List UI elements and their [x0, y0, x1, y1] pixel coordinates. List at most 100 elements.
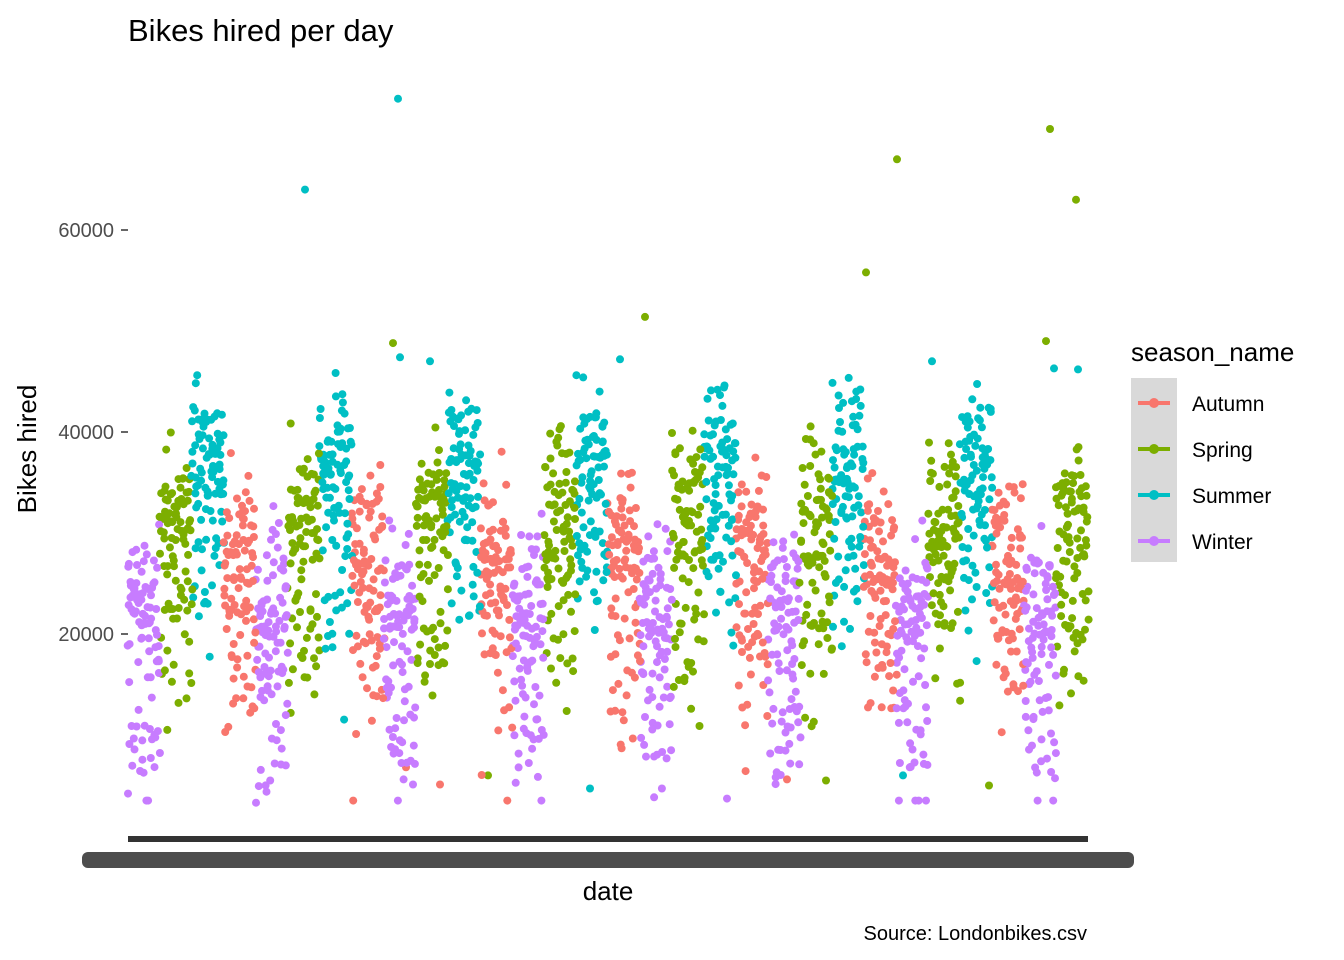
data-point-winter: [536, 640, 545, 649]
data-point-spring: [570, 503, 579, 512]
data-point-winter: [777, 717, 786, 726]
data-point-winter: [642, 752, 650, 761]
data-point-autumn: [879, 537, 887, 546]
data-point-winter: [769, 704, 778, 713]
data-point-winter: [281, 761, 290, 770]
data-point-winter: [1033, 796, 1042, 805]
data-point-autumn: [365, 630, 374, 639]
data-point-spring: [696, 502, 705, 511]
data-point-winter: [137, 633, 146, 642]
data-point-summer: [597, 490, 605, 499]
data-point-spring: [1068, 596, 1077, 605]
data-point-winter: [1029, 715, 1038, 724]
data-point-winter: [777, 587, 786, 596]
data-point-spring: [556, 506, 565, 515]
legend-label-summer: Summer: [1192, 485, 1271, 508]
data-point-autumn: [610, 517, 619, 526]
data-point-summer: [444, 408, 453, 417]
data-point-autumn: [486, 599, 495, 608]
data-point-winter: [517, 531, 526, 539]
data-point-autumn: [482, 567, 491, 576]
data-point-winter: [644, 696, 652, 705]
data-point-winter: [1048, 611, 1057, 620]
data-point-winter: [272, 736, 281, 745]
data-point-autumn: [230, 601, 239, 609]
data-point-summer: [858, 442, 867, 451]
data-point-autumn: [888, 516, 897, 525]
data-point-spring: [412, 499, 420, 508]
data-point-autumn: [247, 683, 256, 692]
data-point-summer: [967, 452, 975, 461]
data-point-autumn: [221, 728, 230, 736]
data-point-spring: [1065, 548, 1074, 556]
data-point-autumn: [378, 523, 387, 532]
data-point-summer: [964, 544, 973, 553]
data-point-autumn: [745, 653, 754, 662]
data-point-spring: [415, 560, 424, 569]
data-point-summer: [980, 459, 989, 468]
data-point-winter: [257, 601, 266, 610]
data-point-autumn: [737, 480, 746, 489]
data-point-spring: [550, 487, 559, 496]
data-point-winter: [918, 575, 927, 584]
data-point-autumn: [374, 566, 382, 575]
data-point-winter: [137, 567, 146, 576]
data-point-spring: [439, 495, 448, 504]
data-point-autumn: [355, 539, 364, 548]
data-point-spring: [947, 624, 955, 632]
data-point-summer: [700, 430, 709, 439]
data-point-winter: [1042, 586, 1051, 594]
data-point-spring: [692, 453, 701, 462]
data-point-autumn: [249, 553, 257, 562]
data-point-winter: [149, 579, 158, 588]
data-point-summer: [475, 602, 484, 611]
data-point-summer: [702, 495, 711, 504]
data-point-autumn: [992, 529, 1001, 538]
data-point-spring: [931, 674, 940, 683]
data-point-winter: [525, 532, 534, 541]
data-point-autumn: [352, 631, 361, 640]
data-point-winter: [1045, 562, 1054, 571]
data-point-autumn: [756, 532, 765, 541]
data-point-winter: [152, 605, 161, 613]
data-point-winter: [510, 731, 519, 740]
data-point-summer: [194, 415, 203, 424]
data-point-spring: [174, 496, 183, 505]
data-point-spring: [424, 468, 433, 477]
data-point-summer: [728, 419, 737, 428]
data-point-spring: [675, 628, 684, 637]
data-point-spring: [811, 450, 820, 459]
data-point-summer: [188, 447, 197, 456]
data-point-winter: [789, 549, 798, 558]
data-point-winter: [155, 749, 164, 757]
data-point-winter: [381, 556, 390, 565]
data-point-spring: [819, 624, 828, 633]
data-point-autumn: [751, 603, 760, 612]
data-point-autumn: [366, 598, 375, 607]
data-point-spring: [950, 559, 959, 568]
data-point-winter: [794, 594, 803, 603]
data-point-autumn: [1015, 625, 1024, 634]
data-point-summer: [474, 492, 482, 501]
data-point-winter: [404, 682, 413, 691]
data-point-spring: [951, 511, 960, 520]
data-point-summer: [830, 463, 839, 472]
data-point-winter: [283, 699, 292, 708]
data-point-spring: [440, 659, 449, 668]
data-point-spring: [1073, 569, 1082, 577]
data-point-autumn: [503, 601, 511, 609]
data-point-winter: [125, 740, 134, 748]
data-point-winter: [897, 646, 906, 655]
data-point-spring: [290, 486, 299, 495]
data-point-winter: [794, 616, 803, 624]
data-point-spring: [549, 469, 558, 478]
data-point-spring: [429, 623, 438, 632]
data-point-autumn: [886, 659, 895, 667]
data-point-winter: [1043, 572, 1052, 581]
data-point-summer: [592, 597, 601, 606]
data-point-spring: [669, 533, 678, 542]
data-point-spring: [939, 551, 948, 560]
data-point-summer: [835, 478, 844, 487]
data-point-spring: [945, 469, 954, 478]
data-point-summer: [850, 450, 859, 459]
